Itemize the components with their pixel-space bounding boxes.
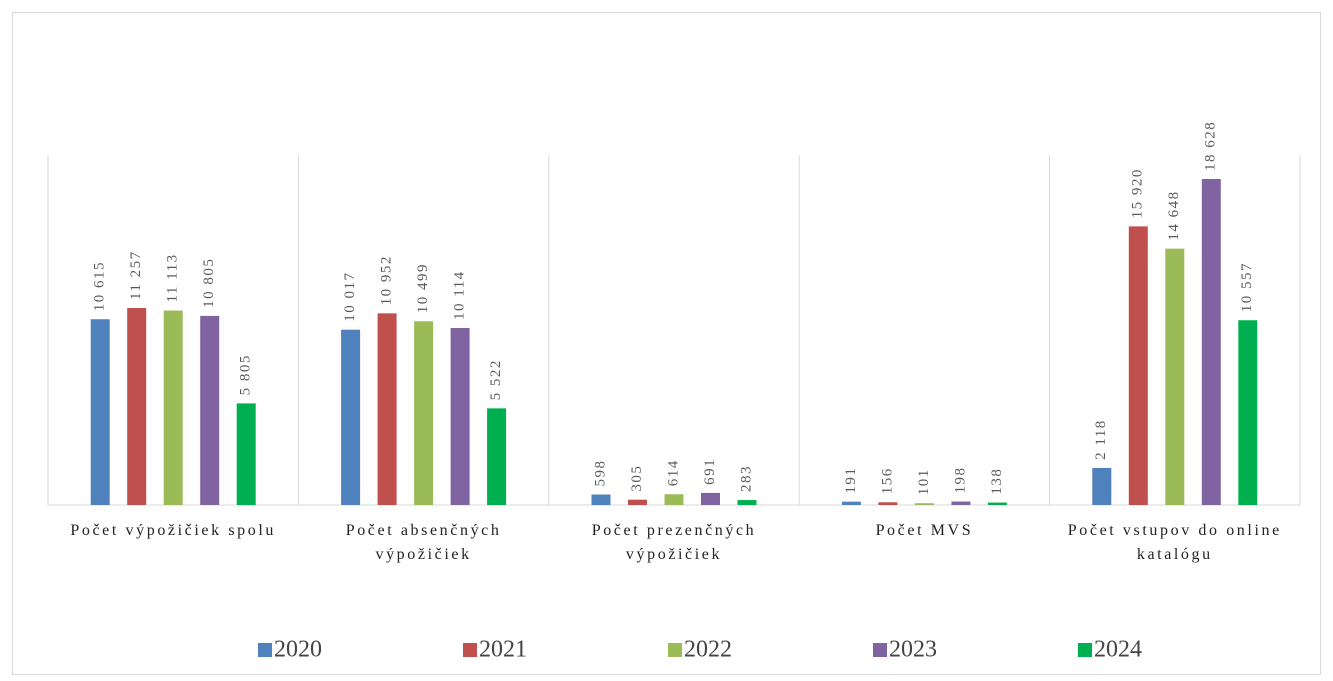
bar [450, 327, 470, 505]
bar [664, 494, 684, 505]
value-label: 10 499 [415, 263, 431, 313]
bar [127, 307, 147, 505]
legend-label: 2020 [274, 637, 322, 663]
x-tick-label: Počet vstupov do online katalógu [1067, 522, 1282, 563]
bar [1092, 467, 1112, 505]
value-label: 2 118 [1093, 419, 1109, 460]
bar [1165, 248, 1185, 505]
bar [163, 310, 183, 505]
legend-swatch [668, 643, 682, 657]
bar [1238, 320, 1258, 505]
value-label: 10 952 [379, 255, 395, 305]
value-label: 15 920 [1130, 168, 1146, 218]
bar [878, 502, 898, 505]
bar [701, 492, 720, 505]
legend-label: 2024 [1094, 637, 1142, 663]
legend-label: 2021 [479, 637, 527, 663]
legend-label: 2022 [684, 637, 732, 663]
bar [377, 313, 397, 505]
legend-swatch [463, 643, 477, 657]
value-label: 156 [879, 467, 895, 494]
value-label: 10 615 [92, 261, 108, 311]
value-label: 11 113 [165, 253, 181, 302]
value-label: 10 805 [201, 258, 217, 308]
bar [341, 329, 361, 505]
value-label: 5 522 [488, 359, 504, 400]
bar [987, 502, 1007, 505]
value-label: 198 [952, 467, 968, 494]
value-label: 138 [989, 468, 1005, 495]
value-label: 11 257 [128, 250, 144, 300]
legend-swatch [258, 643, 272, 657]
bar [487, 408, 507, 505]
chart-border [12, 12, 1321, 675]
value-label: 101 [916, 468, 932, 495]
bar [841, 501, 861, 505]
bar [200, 315, 220, 505]
bar [1128, 226, 1148, 505]
x-tick-label: Počet prezenčných výpožičiek [591, 522, 757, 563]
legend-label: 2023 [889, 637, 937, 663]
value-label: 598 [592, 460, 608, 487]
bar [90, 319, 110, 505]
legend-swatch [873, 643, 887, 657]
x-tick-label: Počet absenčných výpožičiek [345, 522, 502, 563]
value-label: 305 [629, 465, 645, 492]
value-label: 191 [843, 467, 859, 494]
bar [414, 321, 434, 505]
value-label: 5 805 [238, 354, 254, 395]
bar [1201, 179, 1221, 505]
bar [628, 499, 647, 505]
value-label: 14 648 [1166, 190, 1182, 240]
value-label: 18 628 [1203, 121, 1219, 171]
value-label: 10 557 [1239, 262, 1255, 312]
bar [591, 494, 611, 505]
bar [951, 501, 971, 505]
value-label: 283 [738, 465, 754, 492]
x-tick-label: Počet MVS [875, 522, 974, 539]
value-label: 10 114 [452, 270, 468, 320]
legend-swatch [1078, 643, 1092, 657]
value-label: 10 017 [342, 271, 358, 321]
value-label: 691 [702, 458, 718, 485]
bar [737, 500, 757, 505]
x-tick-label: Počet výpožičiek spolu [70, 522, 276, 539]
bar [914, 503, 934, 505]
value-label: 614 [665, 459, 681, 486]
bar [236, 403, 256, 505]
